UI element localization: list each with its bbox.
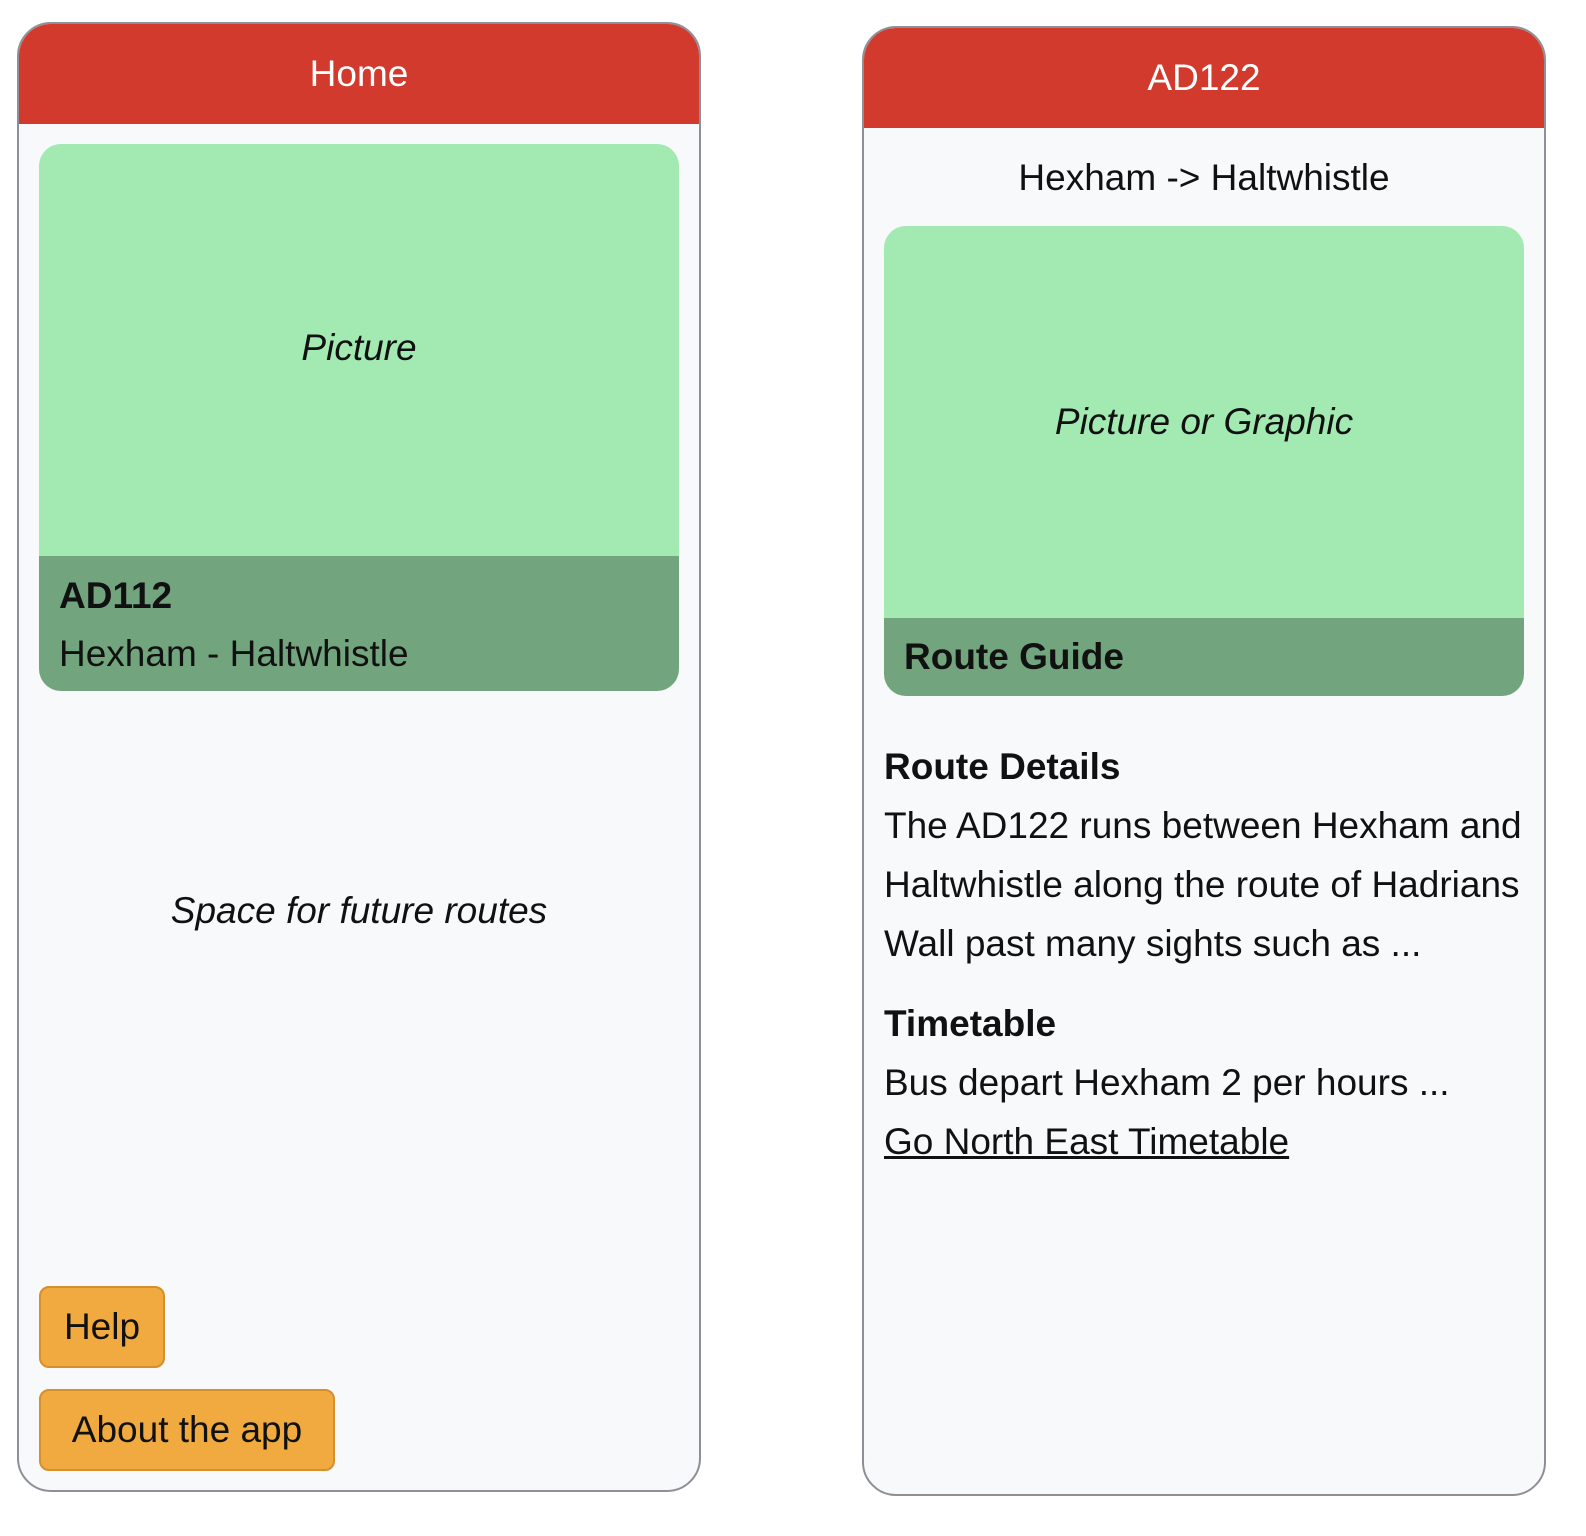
route-screen: AD122 Hexham -> Haltwhistle Picture or G… xyxy=(862,26,1546,1496)
route-title-bar: AD122 xyxy=(864,28,1544,128)
route-details-heading: Route Details xyxy=(884,746,1121,787)
route-subtitle: Hexham -> Haltwhistle xyxy=(1018,157,1390,198)
future-routes-placeholder: Space for future routes xyxy=(170,890,548,931)
timetable-body: Bus depart Hexham 2 per hours ... xyxy=(884,1062,1450,1103)
route-graphic-label: Picture or Graphic xyxy=(1054,401,1354,442)
route-name: Hexham - Haltwhistle xyxy=(59,633,409,674)
route-guide-label: Route Guide xyxy=(904,636,1124,677)
home-title-bar: Home xyxy=(19,24,699,124)
route-guide-caption: Route Guide xyxy=(884,618,1524,696)
route-details-body: The AD122 runs between Hexham and Haltwh… xyxy=(884,805,1522,964)
timetable-heading: Timetable xyxy=(884,1003,1057,1044)
route-graphic: Picture or Graphic xyxy=(884,226,1524,618)
route-guide-card[interactable]: Picture or Graphic Route Guide xyxy=(884,226,1524,696)
about-app-button[interactable]: About the app xyxy=(39,1389,335,1471)
route-card-caption: AD112 Hexham - Haltwhistle xyxy=(39,556,679,691)
route-code: AD112 xyxy=(59,575,173,616)
help-button[interactable]: Help xyxy=(39,1286,165,1368)
route-title: AD122 xyxy=(1147,57,1261,98)
route-card-picture-label: Picture xyxy=(301,327,417,368)
home-screen: Home Picture AD112 Hexham - Haltwhistle … xyxy=(17,22,701,1492)
route-card-picture: Picture xyxy=(39,144,679,556)
route-info: Route Details The AD122 runs between Hex… xyxy=(884,742,1524,1171)
timetable-link[interactable]: Go North East Timetable xyxy=(884,1121,1290,1162)
route-card[interactable]: Picture AD112 Hexham - Haltwhistle xyxy=(39,144,679,691)
home-title: Home xyxy=(309,53,409,94)
